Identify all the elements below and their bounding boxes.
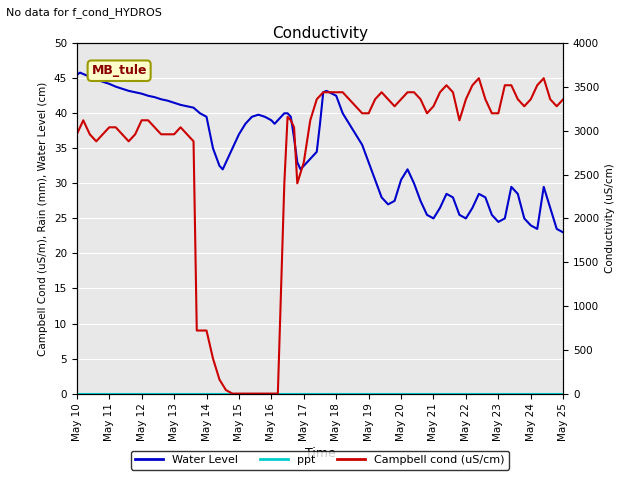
X-axis label: Time: Time [305,447,335,460]
Title: Conductivity: Conductivity [272,25,368,41]
Text: MB_tule: MB_tule [92,64,147,77]
Legend: Water Level, ppt, Campbell cond (uS/cm): Water Level, ppt, Campbell cond (uS/cm) [131,451,509,469]
Y-axis label: Conductivity (uS/cm): Conductivity (uS/cm) [605,164,615,273]
Y-axis label: Campbell Cond (uS/m), Rain (mm), Water Level (cm): Campbell Cond (uS/m), Rain (mm), Water L… [38,81,48,356]
Text: No data for f_cond_HYDROS: No data for f_cond_HYDROS [6,7,163,18]
